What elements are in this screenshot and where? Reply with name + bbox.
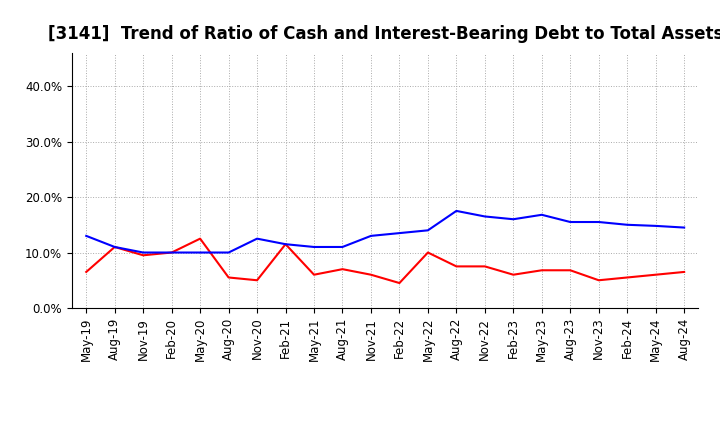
Interest-Bearing Debt [423, 227, 432, 233]
Interest-Bearing Debt [395, 231, 404, 236]
Cash [110, 244, 119, 249]
Interest-Bearing Debt [110, 244, 119, 249]
Interest-Bearing Debt [595, 220, 603, 225]
Cash [480, 264, 489, 269]
Interest-Bearing Debt [652, 223, 660, 228]
Cash [423, 250, 432, 255]
Cash [196, 236, 204, 241]
Cash [82, 269, 91, 275]
Cash [139, 253, 148, 258]
Interest-Bearing Debt [623, 222, 631, 227]
Interest-Bearing Debt [139, 250, 148, 255]
Interest-Bearing Debt [680, 225, 688, 230]
Interest-Bearing Debt [225, 250, 233, 255]
Cash [623, 275, 631, 280]
Interest-Bearing Debt [253, 236, 261, 241]
Legend: Cash, Interest-Bearing Debt: Cash, Interest-Bearing Debt [235, 437, 536, 440]
Interest-Bearing Debt [282, 242, 290, 247]
Interest-Bearing Debt [480, 214, 489, 219]
Cash [652, 272, 660, 277]
Cash [282, 242, 290, 247]
Cash [537, 268, 546, 273]
Title: [3141]  Trend of Ratio of Cash and Interest-Bearing Debt to Total Assets: [3141] Trend of Ratio of Cash and Intere… [48, 25, 720, 43]
Interest-Bearing Debt [366, 233, 375, 238]
Cash [253, 278, 261, 283]
Interest-Bearing Debt [566, 220, 575, 225]
Interest-Bearing Debt [310, 244, 318, 249]
Cash [566, 268, 575, 273]
Cash [395, 280, 404, 286]
Interest-Bearing Debt [82, 233, 91, 238]
Line: Cash: Cash [86, 238, 684, 283]
Interest-Bearing Debt [509, 216, 518, 222]
Cash [680, 269, 688, 275]
Interest-Bearing Debt [338, 244, 347, 249]
Cash [452, 264, 461, 269]
Cash [310, 272, 318, 277]
Cash [366, 272, 375, 277]
Cash [225, 275, 233, 280]
Cash [595, 278, 603, 283]
Interest-Bearing Debt [452, 208, 461, 213]
Interest-Bearing Debt [167, 250, 176, 255]
Cash [509, 272, 518, 277]
Cash [167, 250, 176, 255]
Line: Interest-Bearing Debt: Interest-Bearing Debt [86, 211, 684, 253]
Cash [338, 267, 347, 272]
Interest-Bearing Debt [537, 212, 546, 217]
Interest-Bearing Debt [196, 250, 204, 255]
